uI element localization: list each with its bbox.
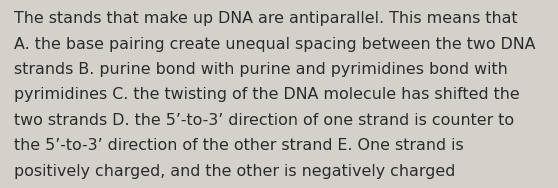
Text: strands B. purine bond with purine and pyrimidines bond with: strands B. purine bond with purine and p…: [14, 62, 508, 77]
Text: two strands D. the 5’-to-3’ direction of one strand is counter to: two strands D. the 5’-to-3’ direction of…: [14, 113, 514, 128]
Text: The stands that make up DNA are antiparallel. This means that: The stands that make up DNA are antipara…: [14, 11, 518, 26]
Text: A. the base pairing create unequal spacing between the two DNA: A. the base pairing create unequal spaci…: [14, 37, 536, 52]
Text: pyrimidines C. the twisting of the DNA molecule has shifted the: pyrimidines C. the twisting of the DNA m…: [14, 87, 519, 102]
Text: the 5’-to-3’ direction of the other strand E. One strand is: the 5’-to-3’ direction of the other stra…: [14, 138, 464, 153]
Text: positively charged, and the other is negatively charged: positively charged, and the other is neg…: [14, 164, 455, 179]
